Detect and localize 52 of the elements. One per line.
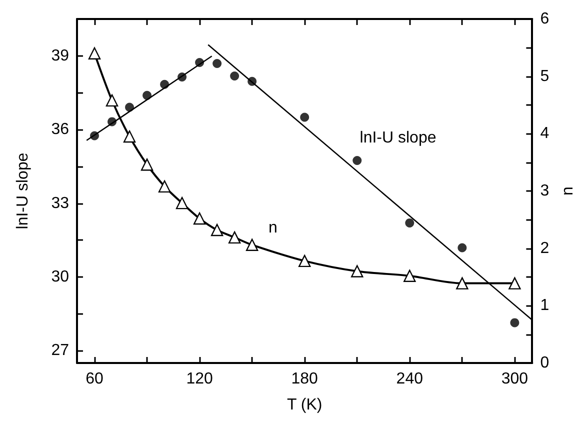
y-tick-label: 33 [51,194,70,212]
point [160,80,170,89]
y-axis-title: lnI-U slope [14,152,32,230]
y-tick-label: 36 [51,121,70,138]
y-tick-label: 27 [51,342,70,360]
point [193,212,206,225]
x-tick-label: 180 [291,370,318,388]
y-tick-label: 39 [51,47,70,64]
y2-tick-label: 4 [540,125,550,142]
point [142,90,152,100]
point [404,270,416,282]
y2-tick-label: 5 [540,68,550,85]
point [210,224,224,236]
x-axis-title: T (K) [286,396,322,414]
y-tick-label: 30 [51,268,70,286]
x-tick-label: 240 [396,370,424,388]
point [123,130,136,143]
x-tick-label: 60 [86,370,104,388]
point [300,112,310,122]
point [248,76,257,86]
point [298,254,311,268]
y2-tick-label: 6 [540,10,550,28]
point [352,156,362,166]
point [405,218,414,228]
point [212,58,222,68]
annotation: n [268,220,278,236]
x-tick-label: 300 [501,370,528,388]
point [458,243,467,252]
point [195,58,204,67]
point [125,102,134,112]
point [228,231,241,244]
x-tick-label: 120 [186,370,213,388]
point [108,117,117,126]
point [510,318,520,328]
annotation: lnI-U slope [360,130,436,146]
point [508,277,521,290]
point [456,277,468,290]
point [90,131,100,140]
point [88,47,101,60]
y2-axis-title: n [560,186,576,196]
point [230,72,240,81]
point [176,196,188,210]
point [158,180,171,193]
y2-tick-label: 0 [540,354,550,372]
point [178,72,187,82]
y2-tick-label: 1 [540,297,550,314]
point [351,265,364,278]
y2-tick-label: 2 [540,240,550,257]
y2-tick-label: 3 [540,182,550,200]
point [106,94,118,107]
point [140,158,154,171]
point [246,238,258,251]
